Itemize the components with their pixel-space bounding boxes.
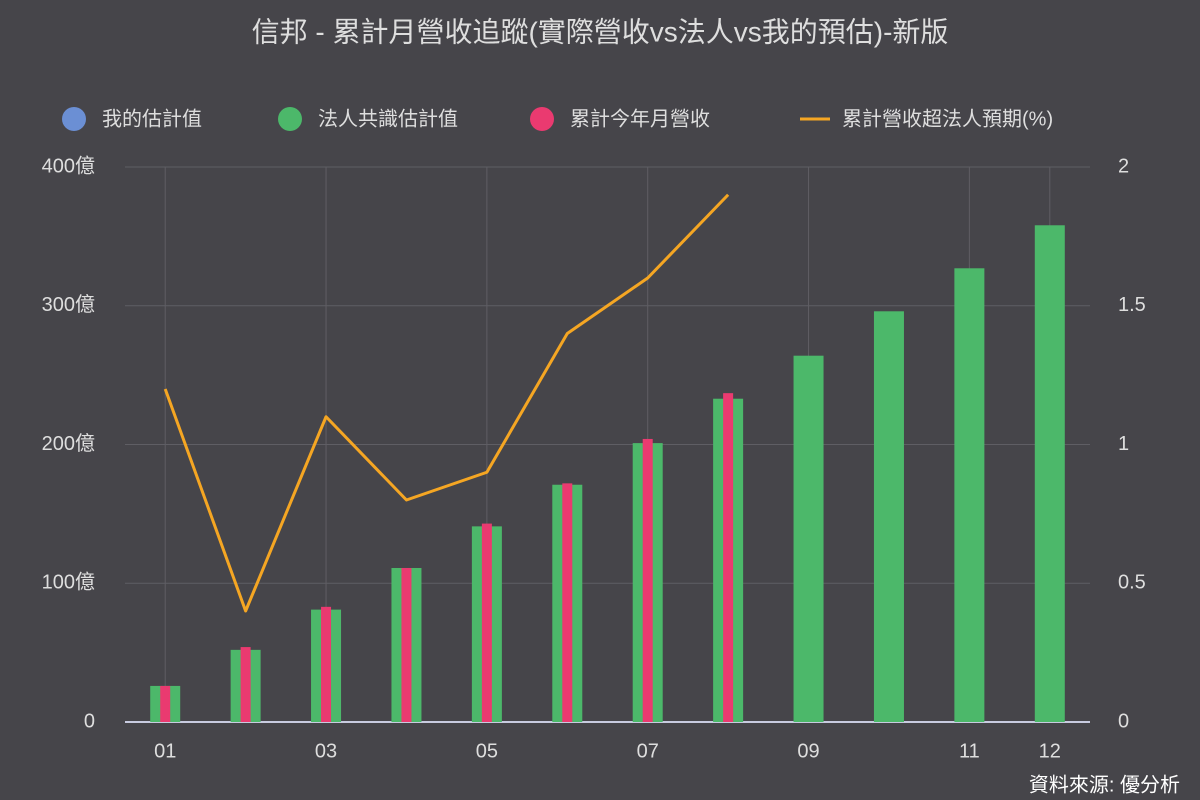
y2-tick-label: 1.5 — [1118, 294, 1146, 316]
line — [163, 193, 730, 613]
y-tick-label: 300億 — [42, 293, 95, 316]
legend-label: 我的估計值 — [102, 107, 202, 130]
legend-label: 累計今年月營收 — [570, 107, 710, 130]
y2-tick-label: 2 — [1118, 155, 1129, 177]
x-tick-label: 03 — [315, 740, 337, 762]
x-tick-label: 05 — [476, 740, 498, 762]
bar — [642, 438, 653, 722]
bar — [793, 355, 824, 722]
x-tick-label: 12 — [1039, 740, 1061, 762]
bar — [723, 393, 734, 722]
x-tick-label: 01 — [154, 740, 176, 762]
bar — [401, 567, 412, 722]
y-tick-label: 0 — [84, 710, 95, 732]
legend-label: 累計營收超法人預期(%) — [842, 107, 1053, 130]
y2-tick-label: 0 — [1118, 710, 1129, 732]
y2-tick-label: 1 — [1118, 433, 1129, 455]
y-tick-label: 400億 — [42, 154, 95, 177]
y2-tick-label: 0.5 — [1118, 572, 1146, 594]
bar — [240, 647, 251, 722]
legend-swatch — [530, 107, 554, 131]
bar — [873, 311, 904, 722]
bar — [954, 268, 985, 722]
legend-swatch — [278, 107, 302, 131]
bar — [321, 606, 332, 722]
bar — [160, 685, 171, 722]
x-tick-label: 07 — [637, 740, 659, 762]
y-tick-label: 200億 — [42, 432, 95, 455]
bar — [1034, 225, 1065, 722]
bar — [481, 523, 492, 722]
y-tick-label: 100億 — [42, 571, 95, 594]
x-tick-label: 11 — [959, 740, 980, 762]
x-tick-label: 09 — [797, 740, 819, 762]
legend-label: 法人共識估計值 — [318, 107, 458, 130]
legend-swatch — [62, 107, 86, 131]
bar — [562, 483, 573, 722]
source-note: 資料來源: 優分析 — [1029, 773, 1180, 796]
chart-title: 信邦 - 累計月營收追蹤(實際營收vs法人vs我的預估)-新版 — [252, 16, 949, 47]
